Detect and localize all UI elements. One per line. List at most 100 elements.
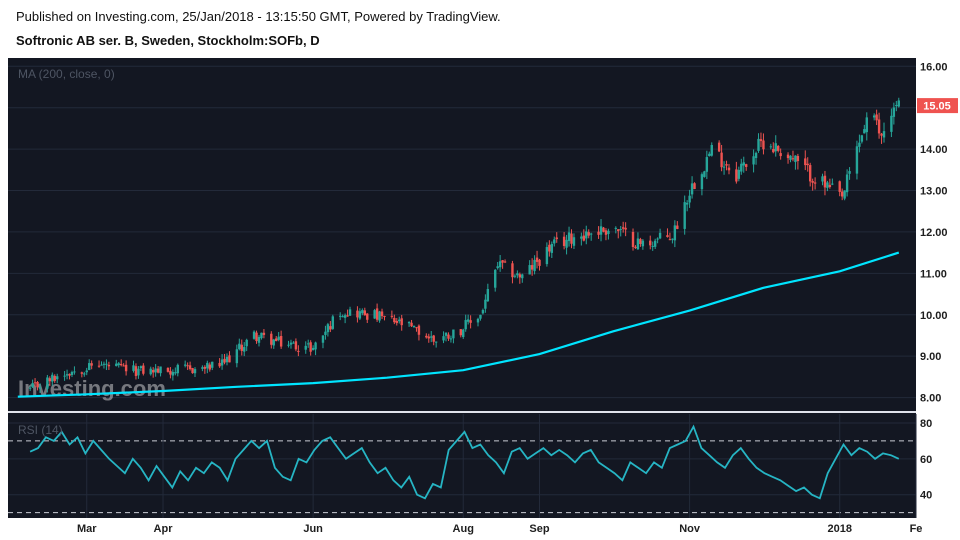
time-tick-label: Mar [77, 523, 97, 535]
candle-body [378, 311, 381, 321]
candle-body [432, 335, 435, 342]
candle-body [545, 247, 549, 265]
rsi-gridlines [8, 414, 917, 518]
candle-body [100, 364, 103, 366]
candle-body [324, 331, 327, 335]
candle-body [607, 230, 610, 235]
candle-body [346, 315, 349, 317]
candle-body [102, 363, 106, 365]
candle-body [166, 367, 170, 372]
candle-body [752, 156, 755, 165]
candle-body [38, 387, 42, 389]
candle-body [872, 115, 876, 118]
candle-body [417, 325, 421, 335]
candle-body [366, 313, 369, 320]
candle-body [183, 364, 187, 366]
candle-body [690, 183, 694, 195]
candle-body [245, 339, 248, 347]
candle-body [51, 374, 54, 382]
last-price-badge-bg [917, 98, 958, 114]
candle-body [710, 145, 713, 156]
candle-body [462, 329, 465, 337]
candle-body [309, 342, 312, 352]
candle-body [494, 269, 497, 288]
candle-body [676, 225, 679, 229]
candle-body [255, 332, 258, 342]
candle-body [363, 310, 367, 316]
candle-body [238, 343, 241, 350]
candle-body [666, 235, 669, 238]
candle-body [331, 316, 335, 329]
candle-body [811, 180, 814, 183]
candle-body [604, 230, 608, 235]
candle-body [80, 372, 84, 374]
price-tick-label: 13.00 [920, 186, 948, 198]
candle-body [880, 133, 883, 136]
candle-body [321, 335, 325, 343]
candle-body [745, 164, 748, 167]
time-tick-label: Aug [453, 523, 474, 535]
candle-body [503, 261, 507, 263]
candle-body [735, 169, 738, 182]
candle-body [621, 227, 625, 229]
candle-body [476, 318, 480, 323]
candle-body [668, 239, 672, 241]
candle-body [550, 244, 554, 253]
candle-body [218, 362, 221, 367]
candle-body [737, 169, 741, 179]
candle-body [481, 310, 485, 314]
published-line: Published on Investing.com, 25/Jan/2018 … [16, 9, 501, 24]
candle-body [159, 366, 162, 374]
candle-body [895, 105, 898, 107]
price-tick-label: 12.00 [920, 227, 948, 239]
candle-body [452, 329, 455, 339]
candle-body [119, 363, 123, 366]
candle-body [762, 140, 765, 150]
candle-body [53, 375, 56, 381]
candle-body [855, 146, 859, 174]
candle-body [634, 246, 637, 249]
candle-body [673, 225, 677, 241]
candle-body [338, 315, 342, 317]
candle-body [727, 167, 731, 171]
candle-body [535, 257, 539, 262]
candle-body [486, 289, 490, 302]
candle-body [570, 233, 573, 244]
candle-body [262, 332, 266, 335]
candle-body [562, 236, 566, 246]
candle-body [808, 165, 812, 182]
candle-body [639, 239, 642, 244]
candle-body [358, 311, 362, 319]
candle-body [97, 365, 101, 367]
candle-body [297, 350, 300, 352]
candle-body [407, 321, 411, 324]
candle-body [46, 377, 49, 389]
candle-body [279, 336, 283, 347]
candle-body [33, 382, 37, 384]
candle-body [459, 329, 462, 336]
candle-body [393, 317, 396, 323]
candle-body [624, 227, 627, 230]
candle-body [36, 381, 39, 388]
candle-body [70, 372, 74, 376]
candle-body [774, 143, 777, 152]
candle-body [169, 370, 172, 375]
candle-body [641, 240, 645, 247]
candle-body [538, 259, 541, 266]
candle-body [754, 152, 758, 159]
candle-body [275, 338, 278, 342]
candle-body [252, 331, 256, 339]
candle-body [257, 336, 261, 343]
candle-body [484, 299, 487, 309]
candle-body [124, 364, 128, 372]
candle-body [289, 342, 293, 345]
candle-body [742, 162, 745, 166]
candle-body [777, 146, 780, 151]
price-tick-label: 8.00 [920, 393, 941, 405]
candle-body [88, 363, 91, 371]
time-tick-label: 2018 [827, 523, 851, 535]
candle-body [83, 373, 86, 375]
candle-body [466, 319, 470, 322]
candle-body [395, 320, 398, 324]
